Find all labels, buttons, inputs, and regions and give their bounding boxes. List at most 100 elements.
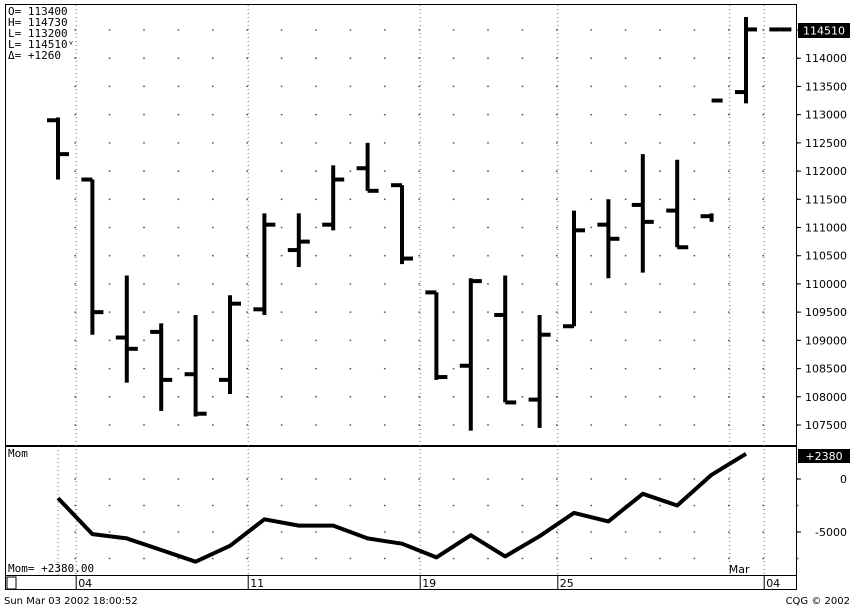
grid-dot	[521, 424, 524, 426]
grid-dot	[177, 142, 180, 144]
grid-dot	[762, 254, 765, 257]
x-tick-label: 19	[422, 577, 436, 590]
y-tick-label: 113500	[805, 80, 847, 93]
grid-dot	[246, 424, 249, 426]
grid-dot	[280, 198, 283, 201]
grid-dot	[590, 311, 593, 313]
grid-dot	[383, 198, 386, 201]
price-bars	[47, 17, 792, 431]
grid-dot	[521, 29, 524, 31]
y-tick-label: 113000	[805, 109, 847, 122]
grid-dot	[487, 395, 489, 398]
grid-dot	[315, 367, 317, 370]
grid-dot	[727, 170, 730, 173]
grid-dot	[555, 85, 558, 88]
grid-dot	[452, 198, 455, 201]
grid-dot	[762, 57, 765, 60]
grid-dot	[452, 395, 455, 398]
grid-dot	[555, 198, 558, 201]
grid-dot	[796, 557, 799, 560]
grid-dot	[143, 424, 145, 426]
grid-dot	[727, 367, 730, 370]
grid-dot	[177, 113, 180, 116]
scroll-handle[interactable]	[6, 576, 17, 590]
grid-dot	[74, 85, 77, 88]
grid-dot	[74, 170, 77, 173]
grid-dot	[452, 254, 455, 257]
momentum-panel-frame	[5, 446, 797, 576]
grid-dot	[452, 85, 455, 88]
grid-dot	[521, 478, 524, 480]
grid-dot	[555, 367, 558, 370]
grid-dot	[590, 29, 593, 31]
grid-dot	[74, 478, 77, 480]
grid-dot	[555, 142, 558, 144]
date-separators	[57, 5, 765, 575]
grid-dot	[521, 395, 524, 398]
grid-dot	[659, 311, 661, 313]
x-tick-label: 04	[78, 577, 92, 590]
grid-dot	[693, 142, 696, 144]
grid-dot	[555, 283, 558, 285]
grid-dot	[418, 198, 421, 201]
grid-dot	[452, 424, 455, 426]
grid-dot	[349, 283, 352, 285]
grid-dot	[246, 339, 249, 342]
grid-dot	[143, 557, 145, 560]
grid-dot	[143, 85, 145, 88]
grid-dot	[521, 170, 524, 173]
grid-dot	[315, 311, 317, 313]
y-tick-label: 110000	[805, 278, 847, 291]
grid-dot	[349, 504, 352, 507]
ohlc-bar	[666, 159, 689, 250]
grid-dot	[177, 478, 180, 480]
grid-dot	[555, 226, 558, 229]
grid-dot	[143, 170, 145, 173]
grid-dot	[280, 57, 283, 60]
momentum-y-axis: 0 -5000	[797, 473, 847, 539]
grid-dot	[727, 557, 730, 560]
grid-dot	[211, 557, 214, 560]
ohlc-bar	[391, 183, 413, 265]
grid-dot	[590, 226, 593, 229]
grid-dot	[349, 339, 352, 342]
grid-dot	[108, 57, 111, 60]
grid-dot	[211, 57, 214, 60]
grid-dot	[452, 226, 455, 229]
grid-dot	[418, 504, 421, 507]
readout-change: Δ= +1260	[8, 49, 61, 62]
grid-dot	[177, 198, 180, 201]
grid-dot	[624, 113, 627, 116]
grid-dot	[315, 29, 317, 31]
grid-dot	[624, 557, 627, 560]
grid-dot	[521, 226, 524, 229]
grid-dot	[211, 395, 214, 398]
grid-dot	[383, 283, 386, 285]
y-tick-label: 109000	[805, 334, 847, 347]
grid-dot	[211, 226, 214, 229]
grid-dot	[762, 198, 765, 201]
grid-dot	[211, 29, 214, 31]
grid-dot	[315, 557, 317, 560]
grid-dot	[315, 113, 317, 116]
grid-dot	[383, 254, 386, 257]
ohlc-bar	[356, 142, 379, 193]
grid-dot	[211, 142, 214, 144]
grid-dot	[246, 113, 249, 116]
grid-dot	[762, 311, 765, 313]
grid-dot	[659, 395, 661, 398]
grid-dot	[108, 113, 111, 116]
grid-dot	[418, 85, 421, 88]
grid-dot	[383, 85, 386, 88]
readout-low: L= 113200	[8, 27, 68, 40]
grid-dot	[418, 142, 421, 144]
ohlc-bar	[425, 290, 448, 380]
price-y-axis: 107500 108000 108500 109000 109500 110000 1105…	[797, 52, 847, 432]
grid-dot	[211, 424, 214, 426]
grid-dot	[452, 504, 455, 507]
grid-dot	[246, 29, 249, 31]
grid-dot	[727, 339, 730, 342]
grid-dot	[693, 254, 696, 257]
grid-dot	[383, 367, 386, 370]
readout-open: O= 113400	[8, 5, 68, 18]
